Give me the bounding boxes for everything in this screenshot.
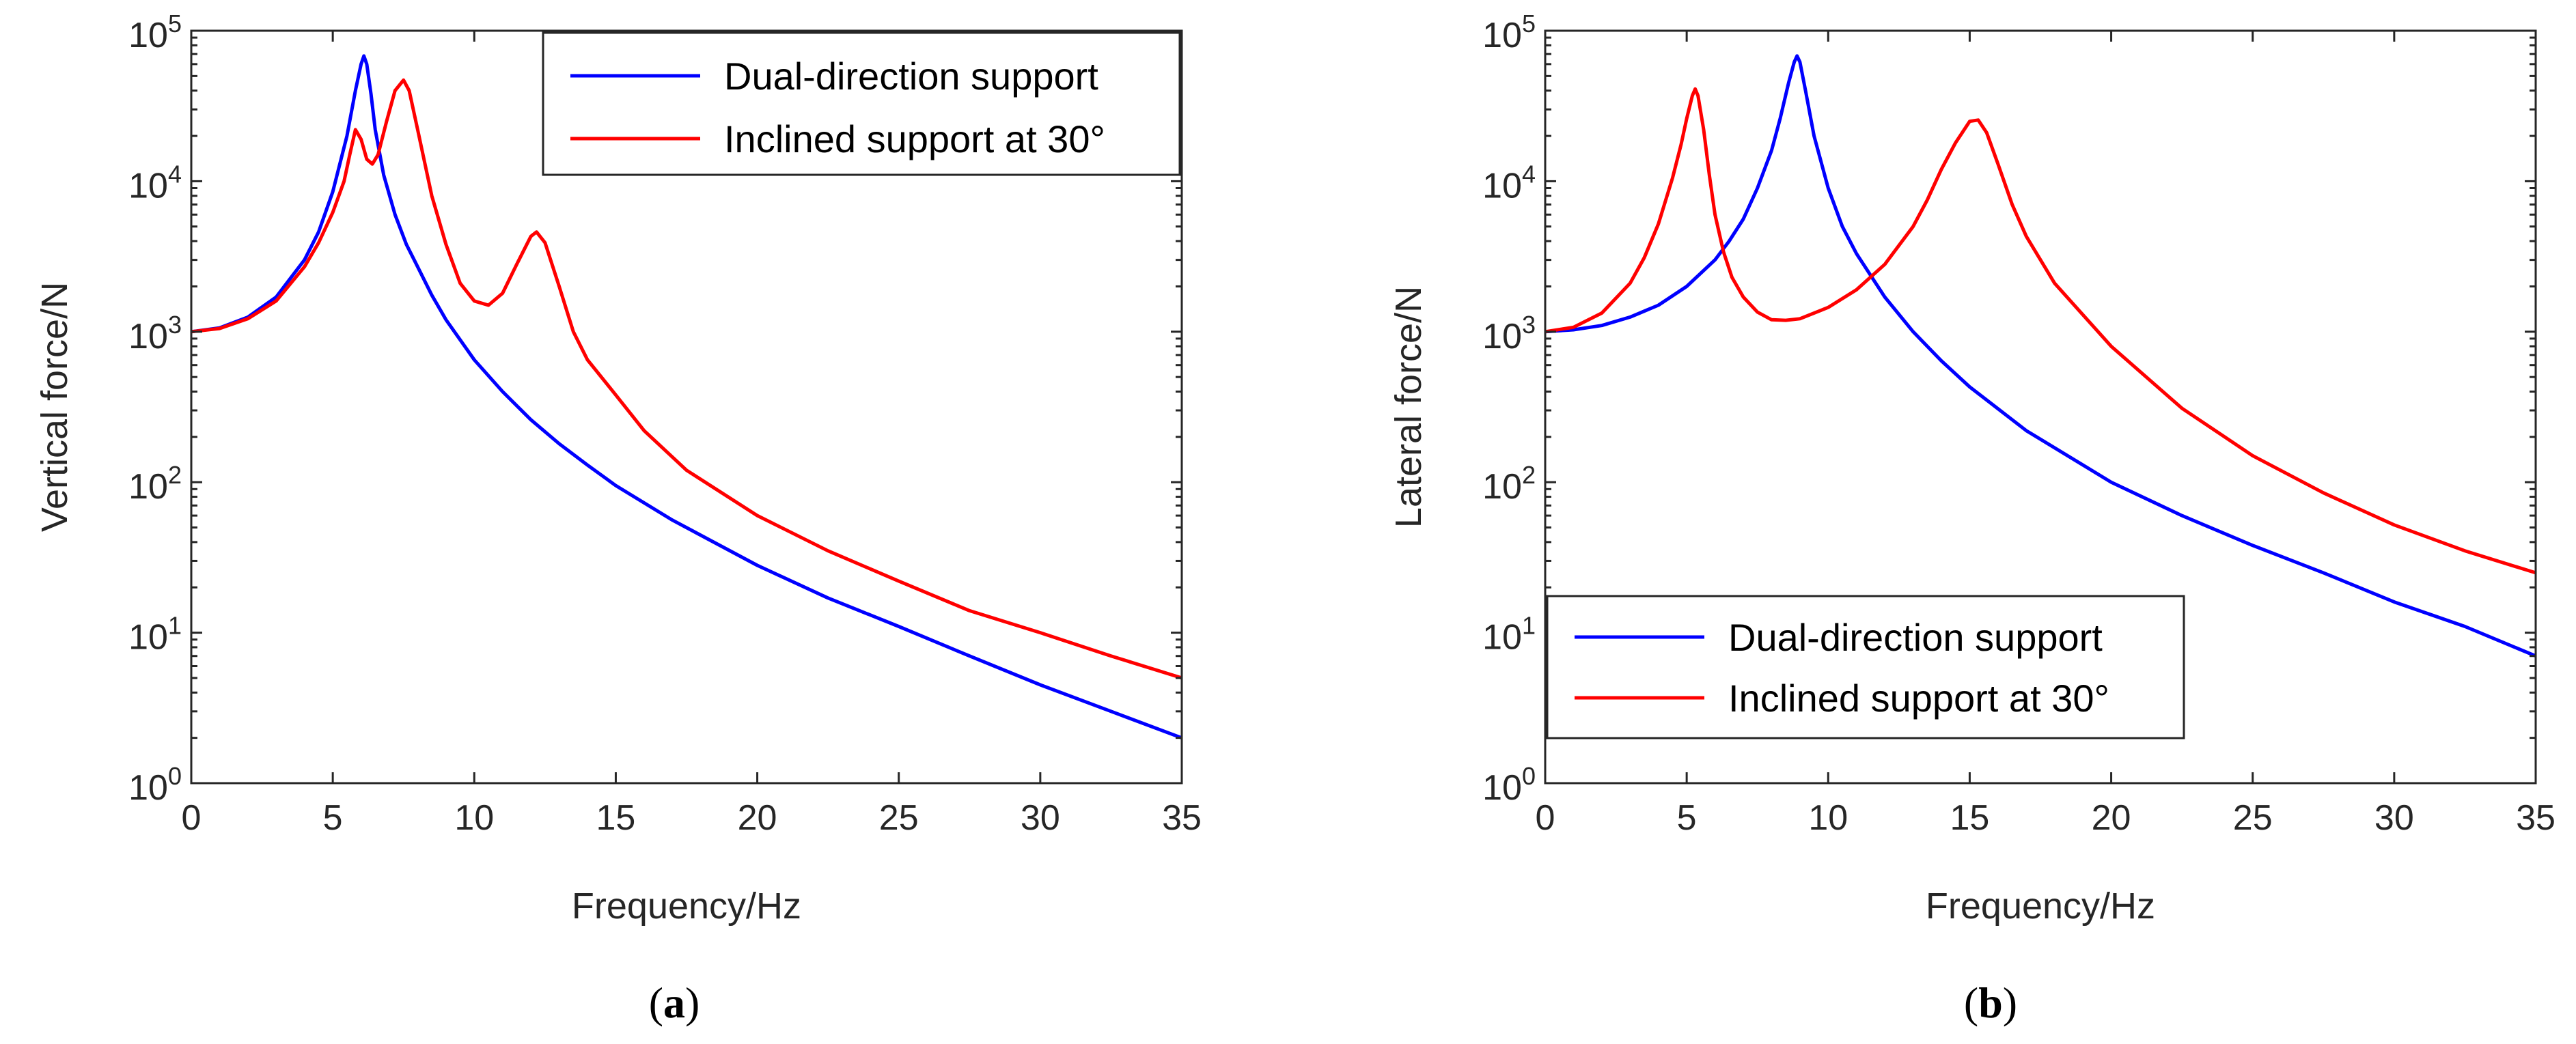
y-tick-base: 10	[128, 166, 168, 206]
y-tick-label: 100	[128, 762, 182, 808]
plot-frame-a	[190, 29, 1183, 785]
y-tick-base: 10	[128, 618, 168, 658]
x-tick-label: 25	[2233, 798, 2273, 838]
x-tick-label: 15	[596, 798, 636, 838]
y-tick-label: 105	[128, 10, 182, 55]
series-layer-a	[191, 54, 1182, 740]
y-tick-label: 101	[1482, 612, 1536, 658]
y-tick-exponent: 1	[168, 612, 182, 640]
legend-label-dual: Dual-direction support	[1728, 616, 2103, 659]
y-tick-base: 10	[1482, 467, 1522, 507]
legend-label-inclined: Inclined support at 30°	[724, 117, 1105, 160]
y-tick-label: 102	[1482, 461, 1536, 507]
panel-caption-a: (a)	[649, 978, 700, 1027]
series-line-dual-direction	[191, 54, 1182, 740]
y-tick-base: 10	[1482, 16, 1522, 55]
y-tick-base: 10	[1482, 618, 1522, 658]
y-tick-labels-b: 100 101 102 103 104 105	[1482, 10, 1536, 808]
x-tick-label: 15	[1950, 798, 1990, 838]
legend-b: Dual-direction support Inclined support …	[1546, 595, 2185, 739]
series-line-dual-direction	[1545, 54, 2536, 658]
y-tick-base: 10	[1482, 317, 1522, 356]
series-line-inclined-30	[1545, 87, 2536, 575]
chart-panel-a: 0 5 10 15 20 25 30 35 100 101 102 103 10…	[34, 10, 1202, 1027]
y-tick-label: 104	[1482, 160, 1536, 206]
panel-caption-b: (b)	[1964, 978, 2017, 1027]
x-tick-label: 20	[738, 798, 777, 838]
y-tick-label: 105	[1482, 10, 1536, 55]
y-axis-label-b: Lateral force/N	[1388, 286, 1429, 528]
y-tick-label: 100	[1482, 762, 1536, 808]
y-tick-label: 101	[128, 612, 182, 658]
x-tick-label: 35	[1162, 798, 1202, 838]
legend-label-dual: Dual-direction support	[724, 55, 1098, 98]
y-tick-base: 10	[128, 768, 168, 808]
plot-frame-b	[1544, 29, 2537, 785]
x-tick-label: 10	[1808, 798, 1848, 838]
x-tick-label: 35	[2516, 798, 2556, 838]
x-tick-label: 30	[2374, 798, 2414, 838]
y-tick-label: 103	[1482, 311, 1536, 356]
y-tick-exponent: 0	[1522, 762, 1536, 790]
x-tick-label: 20	[2092, 798, 2131, 838]
caption-paren: (	[649, 978, 663, 1027]
y-axis-label-a: Vertical force/N	[34, 282, 75, 532]
y-tick-labels-a: 100 101 102 103 104 105	[128, 10, 182, 808]
legend-box-b	[1546, 595, 2185, 739]
x-tick-label: 0	[182, 798, 202, 838]
x-tick-label: 25	[879, 798, 919, 838]
x-tick-labels-b: 0 5 10 15 20 25 30 35	[1536, 798, 2556, 838]
x-axis-label-a: Frequency/Hz	[572, 886, 801, 927]
y-tick-base: 10	[128, 467, 168, 507]
x-tick-label: 10	[454, 798, 494, 838]
caption-paren: )	[2003, 978, 2017, 1027]
caption-letter: b	[1978, 978, 2003, 1027]
legend-box-a	[542, 31, 1181, 176]
y-tick-label: 102	[128, 461, 182, 507]
series-layer-b	[1545, 54, 2536, 658]
y-tick-exponent: 0	[168, 762, 182, 790]
legend-a: Dual-direction support Inclined support …	[542, 31, 1181, 176]
y-tick-base: 10	[1482, 768, 1522, 808]
x-axis-label-b: Frequency/Hz	[1926, 886, 2155, 927]
caption-paren: (	[1964, 978, 1978, 1027]
y-tick-exponent: 2	[168, 461, 182, 489]
x-tick-label: 0	[1536, 798, 1555, 838]
y-tick-label: 103	[128, 311, 182, 356]
legend-label-inclined: Inclined support at 30°	[1728, 677, 2109, 720]
y-tick-exponent: 4	[168, 160, 182, 188]
x-tick-label: 5	[1677, 798, 1697, 838]
x-tick-label: 5	[323, 798, 343, 838]
y-tick-exponent: 3	[168, 311, 182, 339]
y-tick-base: 10	[1482, 166, 1522, 206]
caption-paren: )	[685, 978, 700, 1027]
y-tick-exponent: 2	[1522, 461, 1536, 489]
y-tick-exponent: 3	[1522, 311, 1536, 339]
y-tick-exponent: 5	[1522, 10, 1536, 38]
y-tick-exponent: 5	[168, 10, 182, 38]
x-tick-labels-a: 0 5 10 15 20 25 30 35	[182, 798, 1202, 838]
chart-panel-b: 0 5 10 15 20 25 30 35 100 101 102 103 10…	[1388, 10, 2556, 1027]
y-tick-base: 10	[128, 317, 168, 356]
x-tick-label: 30	[1021, 798, 1060, 838]
y-tick-exponent: 4	[1522, 160, 1536, 188]
caption-letter: a	[663, 978, 685, 1027]
series-line-inclined-30	[191, 78, 1182, 680]
y-tick-base: 10	[128, 16, 168, 55]
y-tick-exponent: 1	[1522, 612, 1536, 640]
y-tick-label: 104	[128, 160, 182, 206]
